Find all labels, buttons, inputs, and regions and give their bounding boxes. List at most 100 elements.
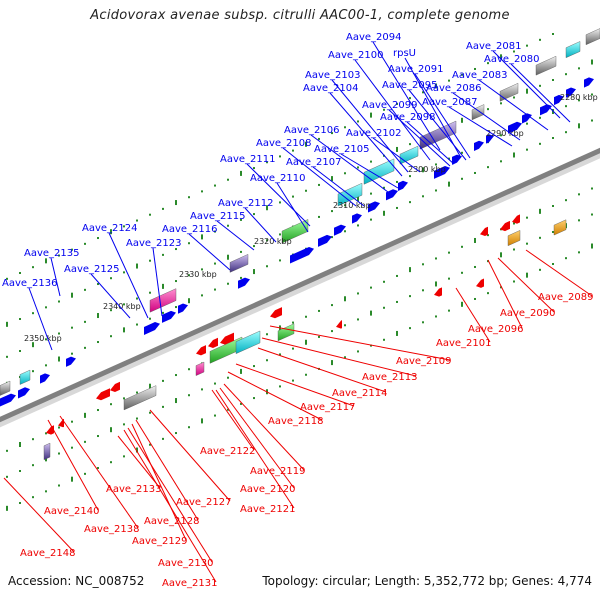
gc-dot <box>71 326 73 329</box>
gc-dot <box>123 271 125 274</box>
leader-line <box>329 92 403 177</box>
gc-dot <box>97 237 99 240</box>
gc-dot <box>266 359 268 362</box>
gene-feature-blocks <box>0 28 600 461</box>
forward-label: Aave_2107 <box>286 157 342 168</box>
gc-dot <box>149 317 151 320</box>
gc-dot <box>201 418 203 424</box>
gc-dot <box>6 321 8 327</box>
gc-dot <box>357 292 359 295</box>
gc-dot <box>162 405 164 408</box>
reverse-label: Aave_2128 <box>144 516 200 527</box>
reverse-gene-arrow <box>512 214 520 224</box>
gc-dot <box>188 274 190 277</box>
gc-dot <box>32 312 34 315</box>
gc-dot <box>240 218 242 221</box>
reverse-gene-arrow <box>46 425 54 435</box>
gc-dot <box>357 120 359 123</box>
gc-dot <box>71 476 73 482</box>
forward-label: Aave_2106 <box>284 125 340 136</box>
gc-dot <box>97 467 99 470</box>
leader-line <box>135 419 199 521</box>
gc-dot <box>84 346 86 349</box>
gc-dot <box>409 267 411 273</box>
gc-dot <box>6 475 8 478</box>
gc-dot <box>175 280 177 283</box>
forward-label: Aave_2095 <box>382 80 438 91</box>
gc-dot <box>578 123 580 129</box>
forward-gene-arrow <box>18 387 30 399</box>
gc-dot <box>162 207 164 210</box>
gc-dot <box>435 315 437 318</box>
gc-dot <box>71 446 73 449</box>
leader-line <box>211 389 255 451</box>
gc-dot <box>201 234 203 240</box>
forward-gene-arrow <box>474 140 484 151</box>
gc-dot <box>253 365 255 368</box>
gc-dot <box>500 102 502 105</box>
gc-dot <box>565 131 567 134</box>
leader-line <box>492 50 561 119</box>
forward-label: Aave_2100 <box>328 50 384 61</box>
leader-line <box>235 363 355 407</box>
gc-dot <box>409 201 411 204</box>
gc-dot <box>370 192 372 195</box>
gc-dot <box>175 432 177 435</box>
gc-dot <box>84 288 86 291</box>
gene-labels: Aave_2094 rpsU Aave_2081 Aave_2080 Aave_2100… <box>2 32 594 589</box>
gc-dot <box>214 262 216 265</box>
gc-dot <box>97 341 99 344</box>
gc-dot <box>240 276 242 279</box>
gc-dot <box>188 242 190 245</box>
gc-dot <box>552 32 554 35</box>
gc-dot <box>539 208 541 214</box>
leader-line <box>372 137 421 173</box>
tick-label: 2310 kbp <box>333 201 371 210</box>
gc-dot <box>58 254 60 257</box>
gc-dot <box>370 160 372 163</box>
reverse-gene-arrow <box>220 332 234 345</box>
gc-dot <box>266 265 268 268</box>
forward-gene-arrow <box>584 77 594 88</box>
gc-dot <box>227 408 229 411</box>
gc-dot <box>539 84 541 87</box>
feature-block <box>277 323 295 342</box>
gc-dot <box>370 310 372 316</box>
forward-gene-arrow <box>508 121 522 134</box>
gc-dot <box>435 163 437 166</box>
forward-gene-arrow <box>554 94 564 106</box>
gc-dot <box>513 50 515 53</box>
gc-dot <box>396 206 398 209</box>
gc-dot <box>253 167 255 170</box>
leader-line <box>497 257 555 313</box>
gc-dot <box>318 137 320 140</box>
gc-dot <box>357 166 359 169</box>
leader-line <box>188 233 231 271</box>
leader-line <box>282 147 357 207</box>
gc-dot <box>591 119 593 122</box>
gc-dot <box>461 271 463 274</box>
feature-block <box>507 230 521 247</box>
gc-dot <box>6 355 8 358</box>
gc-dot <box>539 116 541 119</box>
gc-dot <box>318 215 320 218</box>
reverse-label: Aave_2096 <box>468 324 524 335</box>
gc-dot <box>279 385 281 388</box>
gc-dot <box>591 93 593 96</box>
gc-dot <box>201 294 203 297</box>
gc-dot <box>435 257 437 260</box>
gc-dot <box>32 370 34 373</box>
reverse-gene-arrow <box>270 307 282 319</box>
reverse-label: Aave_2101 <box>436 338 492 349</box>
forward-gene-arrow <box>318 234 332 247</box>
forward-label: Aave_2098 <box>380 112 436 123</box>
gc-dot <box>110 309 112 312</box>
gc-dot <box>539 268 541 271</box>
leader-line <box>3 477 75 553</box>
gc-dot <box>162 283 164 289</box>
forward-gene-arrow <box>352 213 362 224</box>
reverse-label: Aave_2140 <box>44 506 100 517</box>
forward-gene-arrow <box>522 113 532 124</box>
gc-dot <box>565 73 567 76</box>
reverse-gene-arrow <box>480 226 488 237</box>
